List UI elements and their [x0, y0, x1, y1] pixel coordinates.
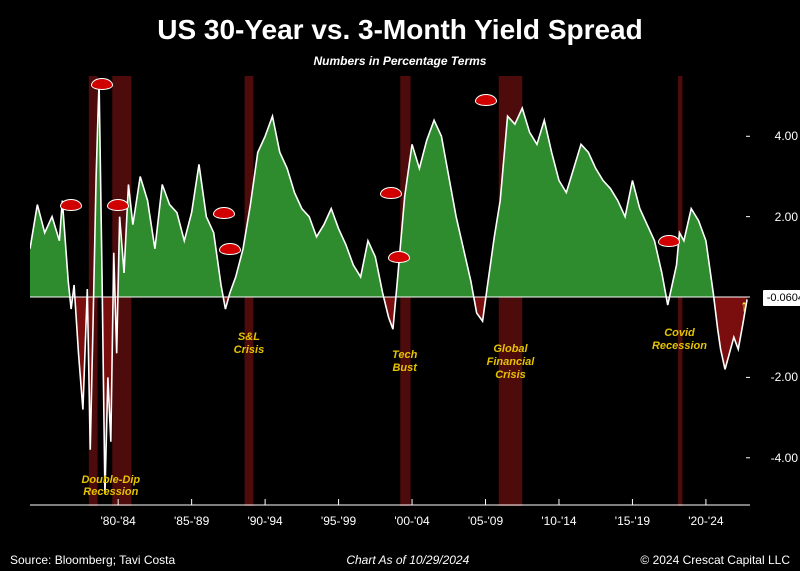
y-tick-label: -2.00 — [771, 370, 798, 384]
event-marker — [107, 199, 129, 211]
event-marker — [60, 199, 82, 211]
event-marker — [91, 78, 113, 90]
current-arrow-icon: ↑ — [740, 298, 748, 316]
event-marker — [219, 243, 241, 255]
current-value-badge: -0.0604 — [763, 290, 800, 306]
chart-title: US 30-Year vs. 3-Month Yield Spread — [0, 0, 800, 46]
recession-label: CovidRecession — [652, 327, 707, 352]
chart-subtitle: Numbers in Percentage Terms — [0, 54, 800, 68]
x-tick-label: '90-'94 — [247, 514, 282, 528]
x-tick-label: '20-'24 — [688, 514, 723, 528]
recession-label: S&LCrisis — [234, 331, 265, 356]
footer-source: Source: Bloomberg; Tavi Costa — [10, 553, 175, 567]
x-tick-label: '05-'09 — [468, 514, 503, 528]
y-tick-label: 2.00 — [775, 210, 798, 224]
chart-area: 4.002.00-2.00-4.00'80-'84'85-'89'90-'94'… — [30, 76, 750, 506]
x-tick-label: '00-'04 — [394, 514, 429, 528]
event-marker — [388, 251, 410, 263]
recession-label: GlobalFinancialCrisis — [487, 343, 535, 381]
event-marker — [380, 187, 402, 199]
recession-label: TechBust — [392, 349, 417, 374]
x-tick-label: '80-'84 — [101, 514, 136, 528]
event-marker — [658, 235, 680, 247]
event-marker — [213, 207, 235, 219]
y-tick-label: 4.00 — [775, 129, 798, 143]
chart-svg — [30, 76, 750, 506]
x-tick-label: '10-'14 — [541, 514, 576, 528]
event-marker — [475, 94, 497, 106]
recession-label: Double-DipRecession — [81, 474, 140, 499]
y-tick-label: -4.00 — [771, 451, 798, 465]
footer-date: Chart As of 10/29/2024 — [346, 553, 469, 567]
x-tick-label: '85-'89 — [174, 514, 209, 528]
footer-copyright: © 2024 Crescat Capital LLC — [640, 553, 790, 567]
footer: Source: Bloomberg; Tavi Costa Chart As o… — [10, 553, 790, 567]
x-tick-label: '15-'19 — [615, 514, 650, 528]
x-tick-label: '95-'99 — [321, 514, 356, 528]
